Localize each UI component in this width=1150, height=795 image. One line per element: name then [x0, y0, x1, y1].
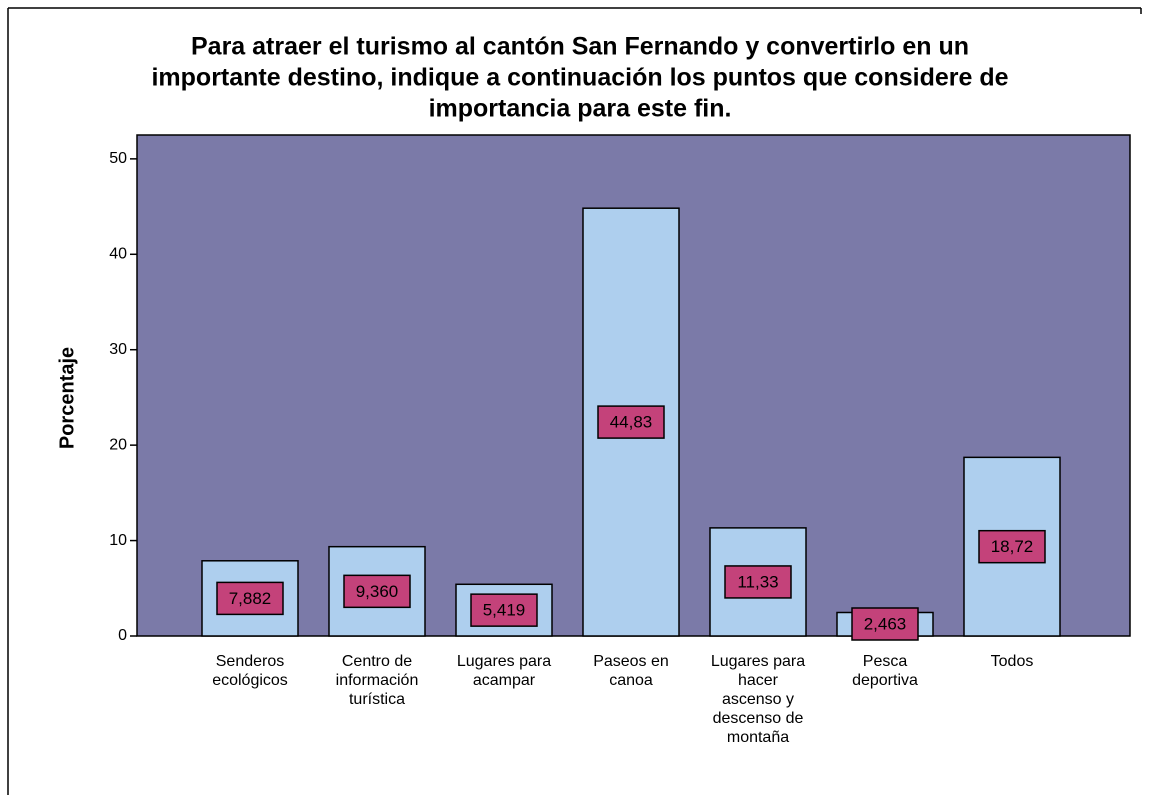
- x-tick-label: Lugares para acampar: [457, 653, 551, 689]
- value-label-box: [978, 529, 1046, 564]
- y-tick-label: 0: [118, 627, 127, 644]
- x-tick-label: Paseos en canoa: [593, 653, 669, 689]
- chart-title: Para atraer el turismo al cantón San Fer…: [191, 33, 969, 61]
- chart-title: importante destino, indique a continuaci…: [151, 64, 1008, 92]
- y-tick-label: 40: [109, 246, 127, 263]
- value-label-box: [597, 405, 665, 439]
- value-label-box: [343, 574, 411, 609]
- x-tick-label: Todos: [991, 653, 1034, 670]
- y-tick-label: 20: [109, 436, 127, 453]
- value-label: 18,72: [991, 537, 1034, 556]
- value-label: 7,882: [229, 589, 272, 608]
- y-tick-label: 10: [109, 532, 127, 549]
- value-label: 2,463: [864, 614, 907, 633]
- chart-title: importancia para este fin.: [429, 95, 732, 123]
- y-tick-label: 50: [109, 150, 127, 167]
- y-tick-label: 30: [109, 341, 127, 358]
- value-label: 44,83: [610, 413, 653, 432]
- x-tick-label: Centro de información turística: [336, 653, 419, 708]
- value-label: 11,33: [737, 572, 778, 591]
- x-tick-label: Lugares para hacer ascenso y descenso de mon…: [711, 653, 805, 746]
- y-axis-label: Porcentaje: [56, 347, 78, 449]
- x-tick-label: Senderos ecológicos: [212, 653, 288, 689]
- value-label-box: [724, 565, 792, 599]
- value-label-box: [216, 581, 284, 616]
- value-label-box: [851, 607, 919, 641]
- value-label-box: [470, 593, 538, 627]
- value-label: 5,419: [483, 601, 526, 620]
- x-tick-label: Pesca deportiva: [852, 653, 918, 689]
- value-label: 9,360: [356, 582, 399, 601]
